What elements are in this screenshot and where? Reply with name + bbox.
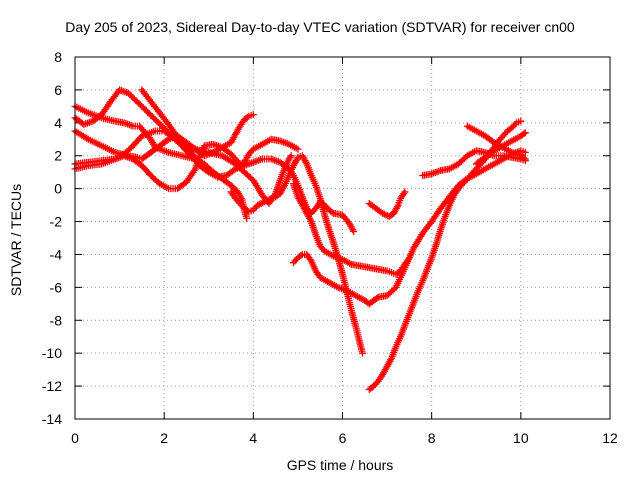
x-axis-label: GPS time / hours: [286, 457, 394, 473]
x-tick-label: 10: [513, 430, 529, 446]
data-point: [254, 201, 262, 209]
data-point: [264, 196, 272, 204]
data-point: [234, 158, 242, 166]
data-point: [520, 130, 528, 138]
data-point: [190, 167, 198, 175]
x-tick-label: 4: [249, 430, 257, 446]
y-tick-label: -8: [50, 312, 63, 328]
y-axis-label: SDTVAR / TECUs: [8, 183, 24, 297]
data-series: [419, 147, 529, 179]
data-point: [243, 113, 251, 121]
data-point: [393, 203, 401, 211]
data-series: [365, 188, 409, 221]
data-point: [260, 198, 268, 206]
data-point: [520, 154, 528, 162]
data-point: [294, 145, 302, 153]
data-point: [243, 214, 251, 222]
x-tick-label: 6: [339, 430, 347, 446]
y-tick-label: -2: [50, 214, 63, 230]
y-tick-label: -4: [50, 246, 63, 262]
data-point: [297, 252, 305, 260]
chart-title: Day 205 of 2023, Sidereal Day-to-day VTE…: [65, 19, 575, 35]
data-point: [404, 255, 412, 263]
data-point: [306, 216, 314, 224]
x-tick-label: 0: [71, 430, 79, 446]
y-tick-label: 6: [54, 82, 62, 98]
data-point: [306, 255, 314, 263]
x-tick-label: 12: [602, 430, 618, 446]
axis-ticks: 0 2 4 6 8 10 12 -14 -12 -10 -8 -6 -4 -2 0 2 4 6 8: [42, 49, 618, 446]
data-point: [349, 226, 357, 234]
y-tick-label: -6: [50, 279, 63, 295]
data-point: [280, 183, 288, 191]
data-series: [289, 180, 413, 278]
data-point: [255, 200, 263, 208]
data-point: [262, 197, 270, 205]
data-point: [400, 190, 408, 198]
data-point: [521, 155, 529, 163]
y-tick-label: 2: [54, 148, 62, 164]
y-tick-label: -10: [42, 345, 62, 361]
y-tick-label: 8: [54, 49, 62, 65]
data-points: [71, 86, 529, 393]
x-tick-label: 2: [160, 430, 168, 446]
data-point: [511, 120, 519, 128]
data-point: [286, 153, 294, 161]
data-point: [328, 208, 336, 216]
y-tick-label: 0: [54, 181, 62, 197]
data-point: [517, 117, 525, 125]
data-point: [405, 254, 413, 262]
plot-border: [74, 56, 611, 420]
data-point: [257, 199, 265, 207]
data-point: [380, 210, 388, 218]
data-point: [401, 188, 409, 196]
data-point: [265, 195, 273, 203]
y-tick-label: -14: [42, 411, 62, 427]
data-series: [71, 111, 257, 163]
y-tick-label: -12: [42, 378, 62, 394]
data-point: [521, 148, 529, 156]
data-point: [249, 111, 257, 119]
data-point: [302, 158, 310, 166]
data-point: [379, 209, 387, 217]
data-point: [373, 294, 381, 302]
data-point: [350, 227, 358, 235]
data-point: [387, 356, 395, 364]
data-point: [287, 152, 295, 160]
data-point: [259, 199, 267, 207]
data-series: [472, 129, 529, 168]
x-tick-label: 8: [428, 430, 436, 446]
data-point: [359, 349, 367, 357]
data-point: [521, 129, 529, 137]
y-tick-label: 4: [54, 115, 62, 131]
data-point: [83, 134, 91, 142]
